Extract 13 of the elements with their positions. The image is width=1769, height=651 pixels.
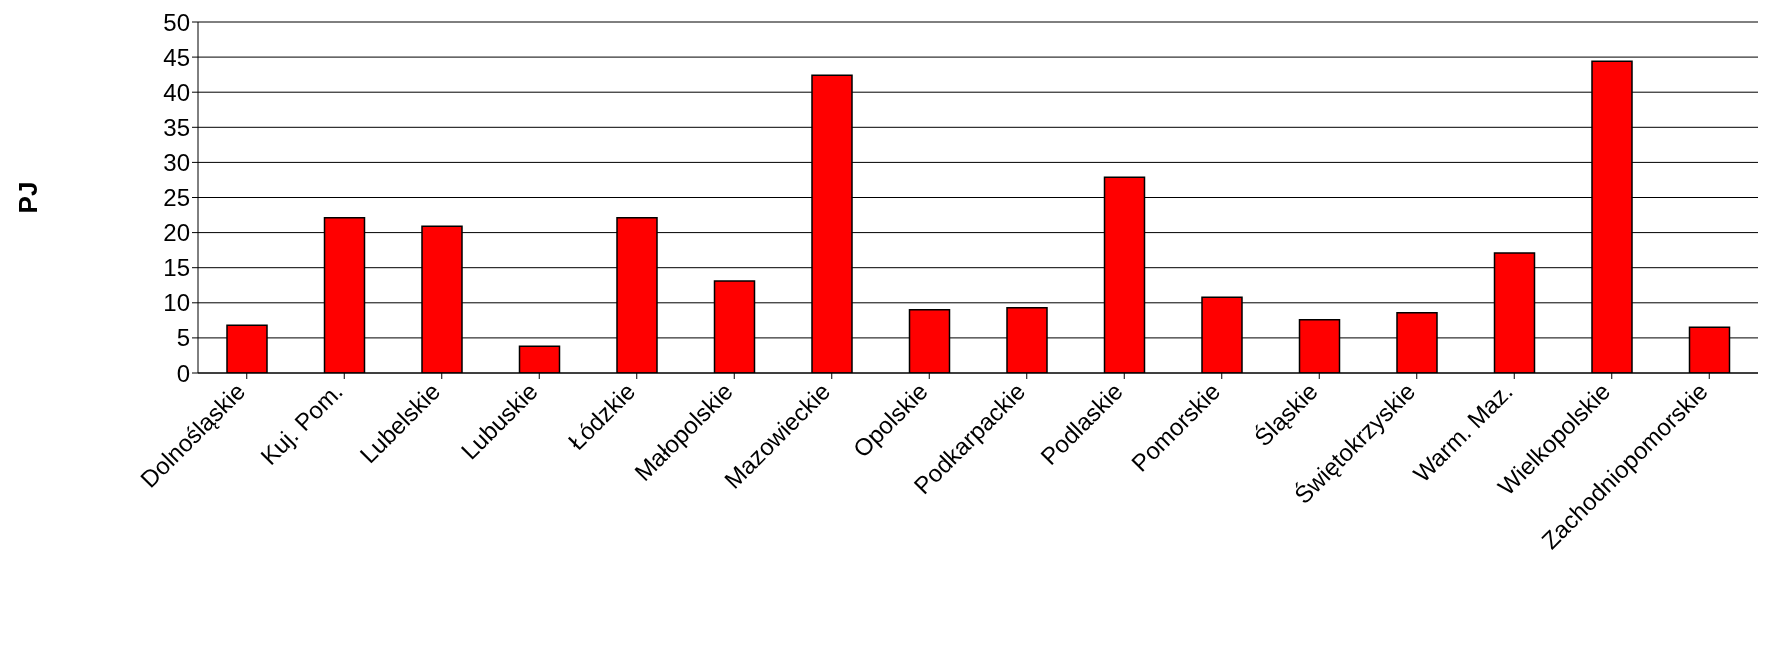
y-tick-label: 5 (176, 324, 190, 352)
y-tick-label: 20 (163, 219, 190, 247)
y-tick-label: 0 (176, 359, 190, 387)
y-tick-label: 25 (163, 184, 190, 212)
y-tick-label: 35 (163, 113, 190, 141)
y-tick-label: 45 (163, 43, 190, 71)
y-tick-label: 50 (163, 8, 190, 36)
y-tick-label: 10 (163, 289, 190, 317)
y-tick-label: 15 (163, 254, 190, 282)
y-tick-label: 40 (163, 78, 190, 106)
y-axis-title: PJ (13, 181, 44, 214)
y-tick-label: 30 (163, 148, 190, 176)
x-tick-label: Kuj. Pom. (255, 377, 348, 471)
